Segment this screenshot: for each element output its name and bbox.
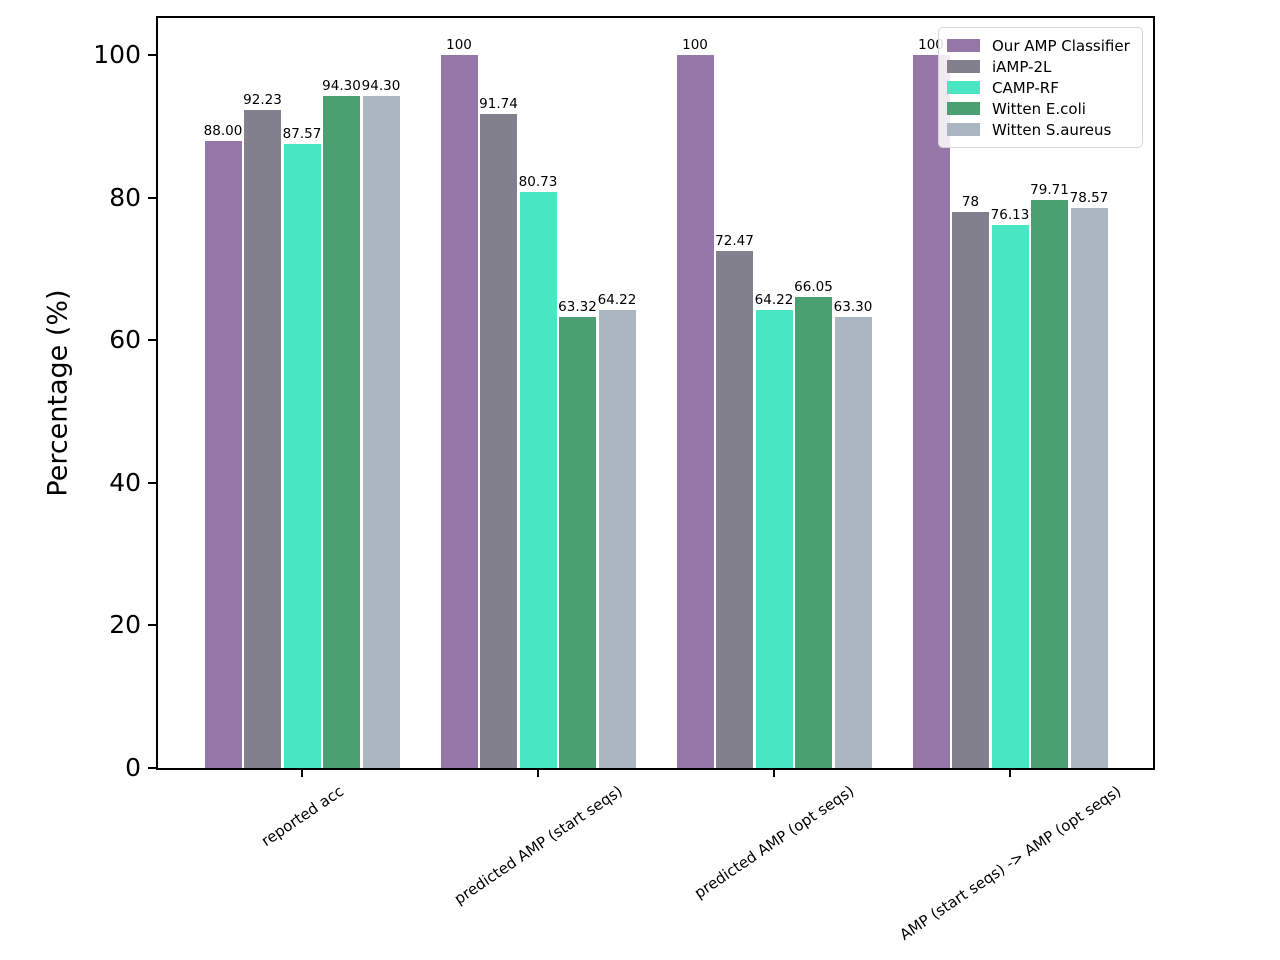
legend-entry: Our AMP Classifier <box>947 35 1130 56</box>
y-tick-mark <box>148 339 156 342</box>
bar-value-label: 87.57 <box>282 125 322 142</box>
legend-entry: Witten S.aureus <box>947 119 1130 140</box>
x-tick-label: reported acc <box>257 781 347 851</box>
y-tick-label: 20 <box>109 610 141 640</box>
x-tick-mark <box>537 769 539 777</box>
bar-value-label: 76.13 <box>990 207 1030 224</box>
bar <box>755 310 793 768</box>
bar-value-label: 63.30 <box>833 298 873 315</box>
bar-value-label: 63.32 <box>558 298 597 315</box>
bar <box>204 140 242 768</box>
x-tick-label: AMP (start seqs) -> AMP (opt seqs) <box>895 782 1124 944</box>
bar <box>676 55 714 768</box>
y-axis-label: Percentage (%) <box>42 289 74 497</box>
bar-value-label: 64.22 <box>754 292 794 309</box>
bar <box>598 310 636 768</box>
bar <box>519 192 557 768</box>
bar <box>912 55 950 768</box>
legend-label: Witten S.aureus <box>992 120 1112 139</box>
legend-swatch <box>947 123 980 136</box>
legend-swatch <box>947 60 980 73</box>
y-tick-label: 0 <box>125 753 141 782</box>
bar <box>795 297 832 768</box>
bar-value-label: 79.71 <box>1030 181 1069 198</box>
x-tick-label: predicted AMP (start seqs) <box>450 782 626 909</box>
bar <box>952 211 989 768</box>
bar-value-label: 91.74 <box>479 95 518 112</box>
bar <box>362 95 400 768</box>
legend-entry: Witten E.coli <box>947 98 1130 119</box>
bar-value-label: 94.30 <box>361 77 401 94</box>
legend-swatch <box>947 39 980 52</box>
bar-value-label: 100 <box>446 37 472 54</box>
bar-value-label: 78.57 <box>1069 189 1109 206</box>
y-tick-mark <box>148 481 156 484</box>
bar-value-label: 78 <box>961 193 980 210</box>
bar <box>1070 207 1108 768</box>
bar <box>991 225 1029 768</box>
bar <box>834 316 872 768</box>
bar-value-label: 100 <box>682 37 708 54</box>
bar-value-label: 92.23 <box>243 92 282 109</box>
x-tick-label: predicted AMP (opt seqs) <box>691 781 858 903</box>
x-tick-mark <box>773 769 775 777</box>
legend-entry: CAMP-RF <box>947 77 1130 98</box>
bar <box>440 55 478 768</box>
legend-label: Witten E.coli <box>992 99 1086 118</box>
y-tick-mark <box>148 767 156 769</box>
bar-value-label: 72.47 <box>715 233 754 250</box>
bar <box>559 316 596 768</box>
legend-label: iAMP-2L <box>992 57 1052 76</box>
y-tick-mark <box>148 54 156 57</box>
y-tick-mark <box>148 624 156 627</box>
bar <box>323 95 360 768</box>
y-tick-mark <box>148 196 156 199</box>
legend-swatch <box>947 81 980 94</box>
bar <box>1031 199 1068 768</box>
y-tick-label: 100 <box>93 40 141 70</box>
legend-label: CAMP-RF <box>992 78 1059 97</box>
bar <box>716 251 753 768</box>
y-tick-label: 60 <box>109 325 141 355</box>
bar <box>283 143 321 768</box>
legend-label: Our AMP Classifier <box>992 36 1130 55</box>
bar-value-label: 88.00 <box>203 122 243 139</box>
y-tick-label: 80 <box>109 182 141 212</box>
bar-value-label: 64.22 <box>597 292 637 309</box>
x-tick-mark <box>1009 769 1011 777</box>
legend-swatch <box>947 102 980 115</box>
bar-value-label: 66.05 <box>794 279 833 296</box>
x-tick-mark <box>301 769 303 777</box>
bar-value-label: 94.30 <box>322 77 361 94</box>
legend-entry: iAMP-2L <box>947 56 1130 77</box>
bar-value-label: 80.73 <box>518 174 558 191</box>
bar <box>480 113 517 768</box>
bar <box>244 110 281 768</box>
legend: Our AMP Classifier iAMP-2L CAMP-RF Witten E… <box>938 27 1143 148</box>
bar-value-label: 100 <box>918 37 944 54</box>
y-tick-label: 40 <box>109 467 141 497</box>
